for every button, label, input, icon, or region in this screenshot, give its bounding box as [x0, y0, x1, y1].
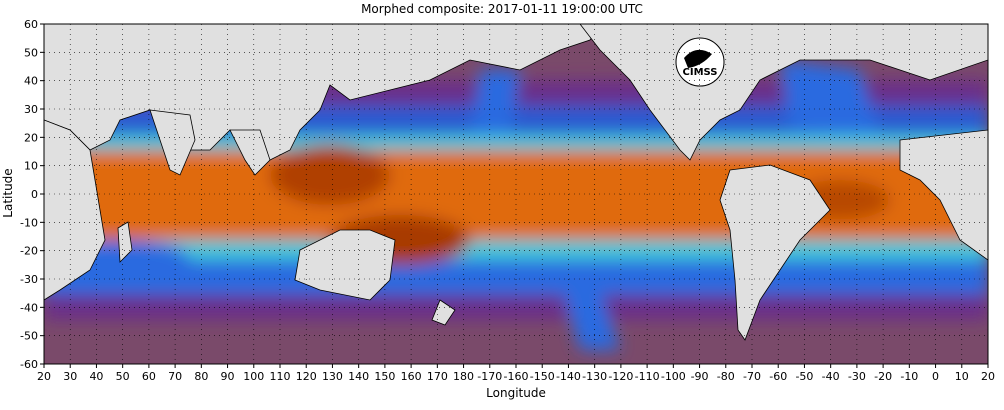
indochina — [229, 129, 271, 176]
x-tick-label: 140 — [348, 370, 369, 383]
logo-text: CIMSS — [683, 67, 718, 78]
x-tick-label: 50 — [116, 370, 130, 383]
x-tick-label: 180 — [453, 370, 474, 383]
y-tick-label: 30 — [24, 103, 38, 116]
x-tick-label: -170 — [477, 370, 502, 383]
africa — [44, 119, 106, 301]
plot-area: CIMSS — [44, 24, 988, 364]
y-tick-label: 60 — [24, 18, 38, 31]
africa-east — [899, 129, 988, 261]
y-tick-label: -20 — [20, 245, 38, 258]
south-america — [719, 164, 831, 341]
x-axis-ticks: 20 30 40 50 60 70 80 90 100 110 120 130 140 150 160 170… — [37, 364, 995, 383]
x-tick-label: 0 — [932, 370, 939, 383]
y-tick-label: 10 — [24, 160, 38, 173]
cimss-logo: CIMSS — [675, 37, 725, 87]
y-tick-label: -30 — [20, 273, 38, 286]
x-tick-label: -110 — [635, 370, 660, 383]
x-tick-label: 80 — [194, 370, 208, 383]
x-tick-label: 90 — [221, 370, 235, 383]
x-tick-label: 150 — [374, 370, 395, 383]
x-tick-label: -40 — [822, 370, 840, 383]
x-tick-label: -10 — [900, 370, 918, 383]
y-tick-label: -10 — [20, 216, 38, 229]
y-tick-label: -60 — [20, 358, 38, 371]
y-tick-label: -40 — [20, 301, 38, 314]
x-tick-label: 10 — [955, 370, 969, 383]
x-tick-label: -20 — [874, 370, 892, 383]
graticule — [44, 24, 988, 364]
x-tick-label: -130 — [582, 370, 607, 383]
x-tick-label: 20 — [37, 370, 51, 383]
x-tick-label: -90 — [691, 370, 709, 383]
y-axis-label: Latitude — [1, 168, 15, 218]
india — [149, 109, 196, 176]
x-tick-label: 20 — [981, 370, 995, 383]
x-tick-label: 70 — [168, 370, 182, 383]
x-tick-label: -30 — [848, 370, 866, 383]
x-tick-label: 130 — [322, 370, 343, 383]
x-tick-label: 100 — [243, 370, 264, 383]
new-zealand — [431, 299, 456, 326]
australia — [294, 229, 396, 301]
y-tick-label: -50 — [20, 330, 38, 343]
x-tick-label: -150 — [530, 370, 555, 383]
x-tick-label: -50 — [795, 370, 813, 383]
y-tick-label: 40 — [24, 75, 38, 88]
y-axis-ticks: 60 50 40 30 20 10 0 -10 -20 -30 -40 -50 -60 — [20, 18, 44, 371]
y-tick-label: 50 — [24, 46, 38, 59]
x-tick-label: 40 — [89, 370, 103, 383]
x-tick-label: 160 — [401, 370, 422, 383]
y-tick-label: 0 — [31, 188, 38, 201]
x-tick-label: -100 — [661, 370, 686, 383]
x-tick-label: 170 — [427, 370, 448, 383]
x-tick-label: -70 — [743, 370, 761, 383]
x-tick-label: 120 — [296, 370, 317, 383]
x-tick-label: 110 — [270, 370, 291, 383]
x-tick-label: -140 — [556, 370, 581, 383]
x-tick-label: -160 — [504, 370, 529, 383]
x-tick-label: 30 — [63, 370, 77, 383]
map-title: Morphed composite: 2017-01-11 19:00:00 U… — [361, 2, 643, 16]
x-tick-label: -80 — [717, 370, 735, 383]
x-axis-label: Longitude — [486, 386, 546, 400]
x-tick-label: -120 — [608, 370, 633, 383]
y-tick-label: 20 — [24, 131, 38, 144]
x-tick-label: -60 — [769, 370, 787, 383]
x-tick-label: 60 — [142, 370, 156, 383]
